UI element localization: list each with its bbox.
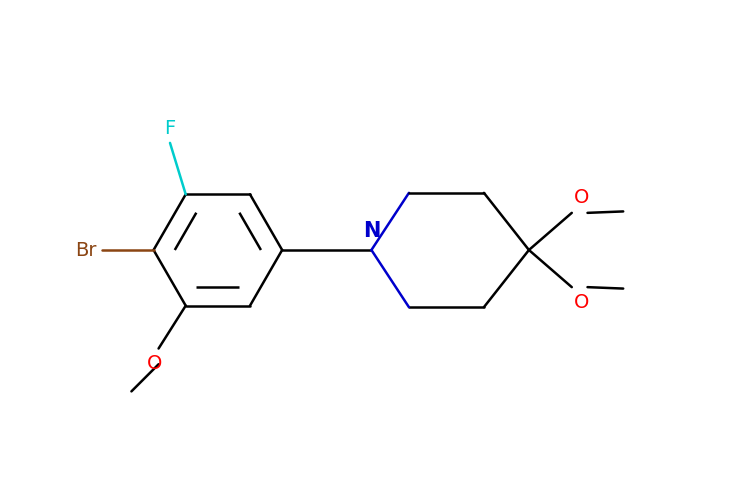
Text: O: O — [147, 354, 163, 373]
Text: O: O — [574, 188, 590, 207]
Text: O: O — [574, 293, 590, 312]
Text: Br: Br — [75, 240, 97, 260]
Text: F: F — [164, 119, 176, 138]
Text: N: N — [363, 220, 380, 240]
